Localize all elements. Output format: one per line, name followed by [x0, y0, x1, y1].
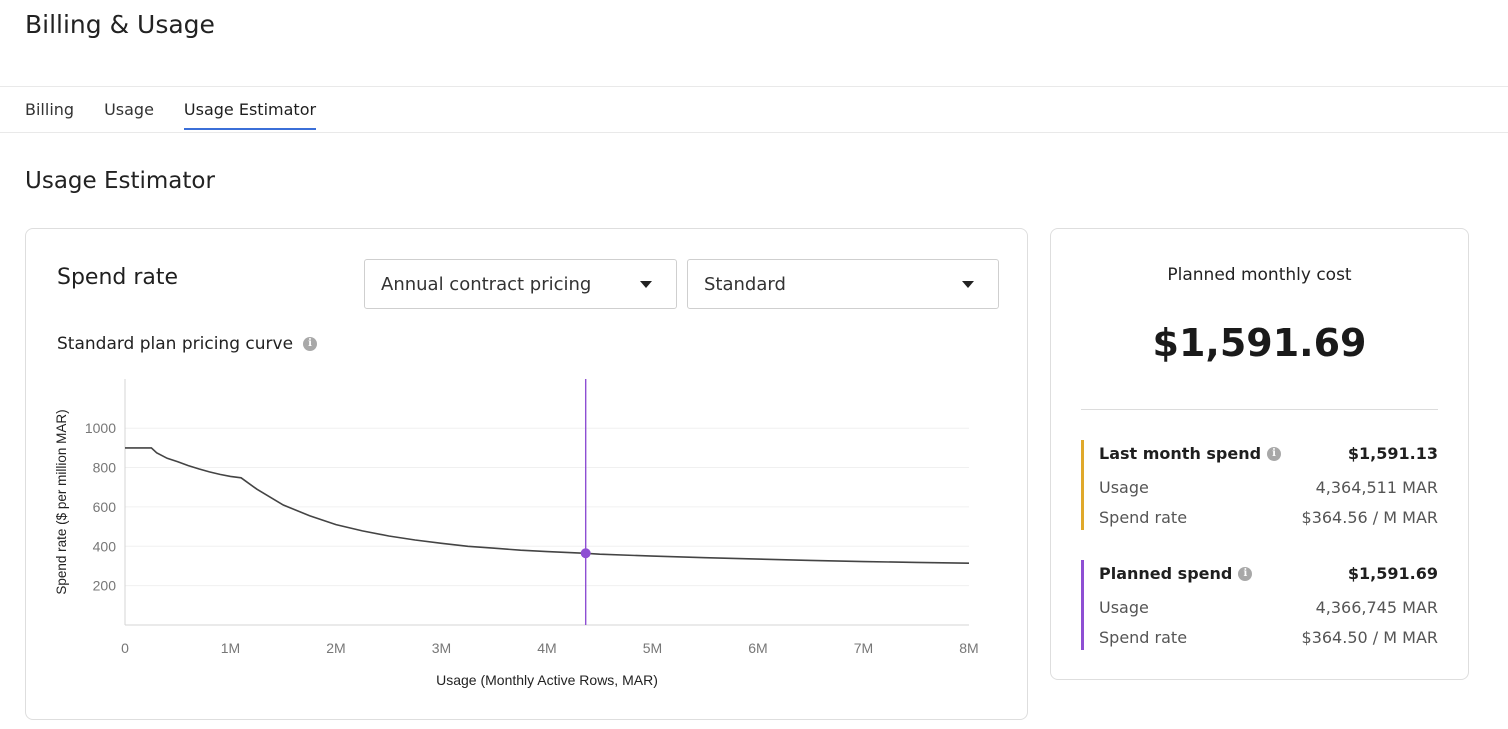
current-usage-point	[580, 548, 591, 559]
contract-pricing-value: Annual contract pricing	[381, 273, 592, 295]
planned-spend-value: $1,591.69	[1347, 564, 1438, 583]
y-tick-label: 200	[93, 578, 117, 594]
y-tick-label: 400	[93, 538, 117, 554]
caret-down-icon	[962, 281, 974, 288]
x-tick-label: 5M	[643, 640, 662, 656]
cost-divider	[1081, 409, 1438, 410]
y-tick-label: 1000	[85, 420, 116, 436]
tab-usage[interactable]: Usage	[104, 100, 154, 119]
tabs-divider	[0, 132, 1508, 133]
planned-cost-card: Planned monthly cost $1,591.69 Last mont…	[1050, 228, 1469, 680]
x-axis-label: Usage (Monthly Active Rows, MAR)	[436, 672, 658, 688]
x-tick-label: 6M	[748, 640, 767, 656]
plan-select[interactable]: Standard	[687, 259, 999, 309]
spend-rate-title: Spend rate	[57, 265, 179, 290]
planned-spend-label: Planned spend	[1099, 564, 1233, 583]
planned-cost-label: Planned monthly cost	[1167, 265, 1352, 285]
pricing-curve-label: Standard plan pricing curve	[57, 334, 294, 354]
header-divider	[0, 86, 1508, 87]
pricing-curve-chart: 200 400 600 800 1000 0 1M 2M 3M 4M 5M 6M 7M 8M Spend…	[54, 379, 979, 688]
x-tick-label: 4M	[537, 640, 556, 656]
info-icon[interactable]: i	[1267, 446, 1282, 461]
x-tick-label: 1M	[221, 640, 240, 656]
x-tick-label: 8M	[959, 640, 978, 656]
x-tick-label: 0	[121, 640, 129, 656]
tab-usage-estimator[interactable]: Usage Estimator	[183, 100, 317, 130]
planned-usage-label: Usage	[1099, 598, 1149, 617]
page-title: Billing & Usage	[25, 10, 215, 39]
info-icon[interactable]: i	[1238, 566, 1253, 581]
pricing-curve-line	[125, 447, 970, 564]
last-month-rate-label: Spend rate	[1099, 508, 1188, 527]
section-title: Usage Estimator	[25, 168, 215, 194]
last-month-indicator	[1081, 440, 1084, 530]
x-tick-label: 7M	[854, 640, 873, 656]
planned-usage-value: 4,366,745 MAR	[1315, 598, 1438, 617]
tab-billing[interactable]: Billing	[25, 100, 75, 119]
planned-rate-value: $364.50 / M MAR	[1301, 628, 1438, 647]
y-tick-label: 800	[93, 460, 117, 476]
tab-bar: Billing Usage Usage Estimator	[25, 100, 346, 130]
pricing-curve-title: Standard plan pricing curve i	[57, 334, 318, 354]
y-axis-label: Spend rate ($ per million MAR)	[54, 409, 69, 594]
info-icon[interactable]: i	[303, 337, 318, 351]
x-tick-label: 2M	[326, 640, 345, 656]
planned-indicator	[1081, 560, 1084, 650]
last-month-spend-label: Last month spend	[1099, 444, 1262, 463]
x-tick-label: 3M	[432, 640, 451, 656]
last-month-usage-label: Usage	[1099, 478, 1149, 497]
planned-rate-label: Spend rate	[1099, 628, 1188, 647]
planned-cost-value: $1,591.69	[1152, 321, 1367, 365]
y-tick-label: 600	[93, 499, 117, 515]
last-month-spend-value: $1,591.13	[1347, 444, 1438, 463]
spend-rate-card: Spend rate Annual contract pricing Stand…	[25, 228, 1028, 720]
last-month-usage-value: 4,364,511 MAR	[1315, 478, 1438, 497]
contract-pricing-select[interactable]: Annual contract pricing	[364, 259, 677, 309]
caret-down-icon	[640, 281, 652, 288]
plan-value: Standard	[704, 273, 786, 295]
last-month-rate-value: $364.56 / M MAR	[1301, 508, 1438, 527]
